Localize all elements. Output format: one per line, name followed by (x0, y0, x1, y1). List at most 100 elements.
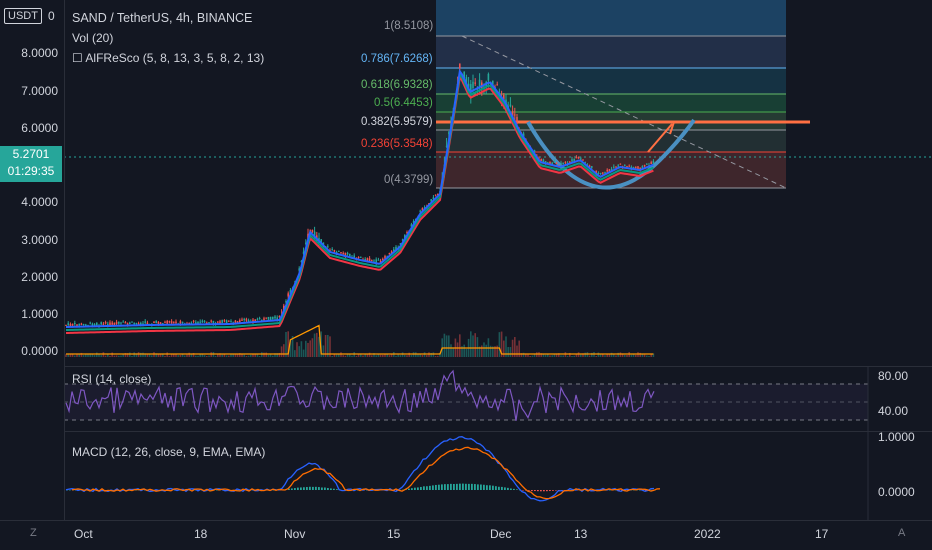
candle (208, 322, 210, 324)
volume-bar (67, 354, 69, 357)
volume-bar (188, 352, 190, 357)
volume-bar (408, 352, 410, 357)
macd-hist-bar (426, 486, 428, 490)
volume-bar (445, 335, 448, 357)
candle (388, 253, 391, 255)
volume-bar (430, 352, 432, 357)
volume-bar (289, 339, 292, 357)
macd-upper-tick: 1.0000 (878, 430, 915, 444)
macd-hist-bar (510, 488, 512, 490)
timezone-button[interactable]: Z (30, 527, 37, 539)
volume-bar (355, 355, 358, 357)
candle (342, 252, 344, 254)
volume-bar (250, 354, 252, 357)
volume-bar (419, 353, 421, 357)
volume-bar (74, 355, 76, 357)
volume-bar (335, 354, 338, 357)
volume-bar (507, 347, 509, 357)
volume-bar (179, 354, 182, 357)
candle (137, 323, 140, 325)
macd-hist-bar (528, 490, 530, 491)
candle (225, 320, 228, 324)
volume-bar (225, 355, 228, 357)
volume-bar (287, 331, 289, 357)
volume-bar (115, 355, 118, 357)
fib-label-text: 1(8.5108) (384, 20, 434, 32)
volume-bar (197, 355, 199, 357)
volume-bar (591, 352, 593, 357)
candle (219, 321, 221, 324)
macd-hist-bar (288, 488, 290, 490)
fib-zone-786 (436, 36, 786, 68)
macd-hist-bar (438, 484, 440, 490)
macd-hist-bar (498, 486, 500, 490)
volume-bar (379, 354, 382, 357)
indicator-legend[interactable]: ☐ AlFReSco (5, 8, 13, 3, 5, 8, 2, 13) (72, 51, 265, 65)
macd-hist-bar (513, 488, 515, 490)
volume-bar (531, 355, 534, 357)
volume-bar (280, 346, 283, 357)
candle (650, 162, 652, 164)
candle (100, 322, 102, 325)
macd-hist-bar (327, 487, 329, 490)
volume-bar (492, 346, 494, 357)
macd-hist-bar (462, 483, 464, 490)
volume-bar (617, 352, 619, 357)
macd-hist-bar (414, 487, 416, 490)
volume-bar (573, 355, 575, 357)
rsi-legend[interactable]: RSI (14, close) (72, 372, 152, 386)
volume-bar (239, 353, 241, 357)
price-axis[interactable]: USDT 0 8.0000 7.0000 6.0000 4.0000 3.000… (0, 0, 65, 520)
volume-bars (65, 331, 655, 357)
candle (371, 260, 373, 262)
macd-hist-bar (336, 489, 338, 490)
candle (335, 251, 338, 254)
candle (569, 161, 571, 163)
macd-hist-bar (333, 488, 335, 490)
candle (245, 318, 248, 321)
macd-hist-bar (321, 487, 323, 490)
volume-bar (558, 353, 560, 357)
macd-legend[interactable]: MACD (12, 26, close, 9, EMA, EMA) (72, 445, 266, 459)
macd-signal-line (71, 446, 661, 500)
volume-bar (135, 353, 138, 357)
volume-bar (377, 354, 380, 357)
volume-bar (463, 344, 465, 357)
candle (107, 323, 109, 326)
candle (582, 159, 584, 161)
macd-hist-bar (540, 490, 542, 492)
candle (474, 82, 476, 84)
volume-bar (373, 353, 375, 357)
macd-hist-bar (315, 486, 317, 490)
candle (181, 321, 184, 323)
candle (133, 323, 135, 325)
volume-bar (144, 353, 146, 357)
volume-bar (307, 342, 309, 357)
candle (595, 171, 597, 174)
pane-separator-macd[interactable] (64, 431, 932, 432)
time-tick: Nov (284, 527, 306, 541)
volume-legend[interactable]: Vol (20) (72, 31, 114, 45)
candle (267, 316, 270, 320)
volume-bar (274, 353, 276, 357)
volume-bar (166, 352, 168, 357)
volume-bar (443, 333, 446, 357)
pane-separator-rsi[interactable] (64, 366, 932, 367)
candle (393, 249, 395, 252)
macd-hist-bar (402, 489, 404, 491)
volume-bar (305, 340, 307, 357)
volume-bar (571, 355, 573, 357)
macd-hist-bar (330, 488, 332, 490)
candle (234, 320, 237, 323)
volume-bar (208, 355, 210, 357)
auto-scale-button[interactable]: A (898, 527, 906, 539)
volume-bar (584, 352, 586, 357)
ema-slow-line (65, 74, 654, 334)
macd-hist-bar (324, 487, 326, 490)
volume-bar (256, 354, 259, 357)
volume-bar (245, 355, 248, 357)
volume-bar (223, 353, 226, 357)
symbol-title[interactable]: SAND / TetherUS, 4h, BINANCE (72, 11, 253, 25)
unit-button[interactable]: USDT (4, 8, 42, 24)
